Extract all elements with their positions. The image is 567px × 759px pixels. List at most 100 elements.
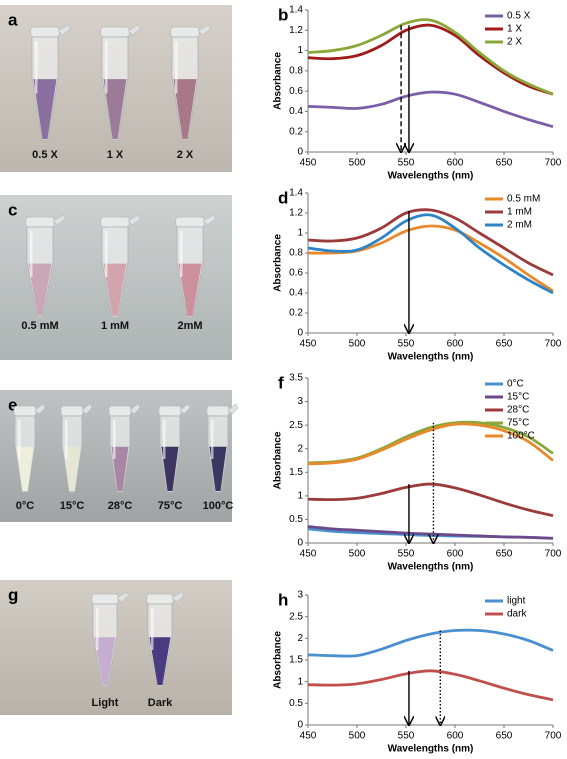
data-line xyxy=(307,628,554,658)
panel-letter: h xyxy=(278,590,288,609)
tube-cap-tab xyxy=(81,403,93,415)
y-tick-label: 1.2 xyxy=(289,25,303,36)
y-tick-label: 0.2 xyxy=(289,126,303,137)
tube-liquid xyxy=(63,446,81,491)
tube-cap xyxy=(175,216,205,228)
y-axis-title: Absorbance xyxy=(273,52,284,110)
data-line xyxy=(307,422,554,466)
tube-liquid xyxy=(94,637,116,685)
tube-highlight xyxy=(35,41,38,94)
tube-label: 75°C xyxy=(158,500,183,512)
tube-label: 28°C xyxy=(108,500,133,512)
data-line xyxy=(307,23,554,96)
y-tick-label: 0.2 xyxy=(289,308,303,319)
x-tick-label: 500 xyxy=(349,549,366,560)
y-tick-label: 0.8 xyxy=(289,248,303,259)
y-tick-label: 2.5 xyxy=(289,420,303,431)
y-tick-label: 2 xyxy=(297,443,303,454)
y-tick-label: 0 xyxy=(297,328,303,339)
tube-liquid xyxy=(103,79,127,139)
x-tick-label: 600 xyxy=(447,731,464,742)
tube-highlight xyxy=(180,231,183,277)
x-tick-label: 550 xyxy=(398,731,415,742)
tube-cap-tab xyxy=(34,403,46,415)
x-tick-label: 650 xyxy=(496,731,513,742)
tube-cap xyxy=(146,593,174,605)
legend-label: 0°C xyxy=(507,379,524,390)
tube-highlight xyxy=(96,608,99,650)
y-tick-label: 1.4 xyxy=(289,5,303,16)
tube-highlight xyxy=(175,41,178,94)
x-tick-label: 600 xyxy=(447,549,464,560)
tube-liquid xyxy=(103,263,127,316)
x-tick-label: 700 xyxy=(545,158,562,169)
x-tick-label: 450 xyxy=(300,549,317,560)
tube-cap-tab xyxy=(57,24,71,36)
data-line xyxy=(307,18,554,96)
tube-liquid xyxy=(173,79,197,139)
y-tick-label: 0.8 xyxy=(289,65,303,76)
tube-cap xyxy=(100,26,130,38)
x-tick-label: 550 xyxy=(398,549,415,560)
legend-label: 75°C xyxy=(507,418,529,429)
tube-label: 1 X xyxy=(107,149,124,161)
tube-cap xyxy=(13,405,37,417)
tube-cap-tab xyxy=(116,591,129,603)
x-tick-label: 600 xyxy=(447,158,464,169)
tube-highlight xyxy=(163,420,166,459)
x-tick-label: 700 xyxy=(545,549,562,560)
tube xyxy=(100,24,141,141)
y-tick-label: 3 xyxy=(297,590,303,601)
y-tick-label: 0 xyxy=(297,538,303,549)
data-line xyxy=(307,669,554,702)
y-tick-label: 2 xyxy=(297,633,303,644)
tube-liquid xyxy=(178,263,202,316)
tube-liquid xyxy=(209,446,227,491)
tube-cap-tab xyxy=(227,403,239,415)
legend-label: dark xyxy=(507,609,527,620)
x-tick-label: 650 xyxy=(496,549,513,560)
x-tick-label: 450 xyxy=(300,731,317,742)
tube xyxy=(30,24,71,141)
y-axis-title: Absorbance xyxy=(273,431,284,489)
panel-letter: e xyxy=(8,395,17,414)
tube xyxy=(170,24,211,141)
tube xyxy=(91,591,129,687)
tube-cap xyxy=(206,405,230,417)
tube-cap-tab xyxy=(171,591,184,603)
tube-label: 0.5 mM xyxy=(21,320,58,332)
data-line xyxy=(307,213,554,295)
y-tick-label: 1.4 xyxy=(289,188,303,199)
data-line xyxy=(307,482,554,518)
tube-liquid xyxy=(161,446,179,491)
tube-label: Light xyxy=(92,697,119,709)
tube-cap-tab xyxy=(179,403,191,415)
tube-label: 1 mM xyxy=(101,320,129,332)
tube-cap xyxy=(170,26,200,38)
tube xyxy=(206,403,239,493)
tube-cap-tab xyxy=(52,214,66,226)
y-tick-label: 0 xyxy=(297,147,303,158)
legend-label: 0.5 X xyxy=(507,11,531,22)
y-tick-label: 0.6 xyxy=(289,86,303,97)
data-line xyxy=(307,208,554,277)
x-axis-title: Wavelengths (nm) xyxy=(388,562,474,573)
y-tick-label: 3 xyxy=(297,396,303,407)
tube xyxy=(175,214,216,318)
legend-label: 28°C xyxy=(507,405,529,416)
legend-label: 15°C xyxy=(507,392,529,403)
y-tick-label: 1 xyxy=(297,490,303,501)
y-tick-label: 0.5 xyxy=(289,698,303,709)
y-tick-label: 0.4 xyxy=(289,106,303,117)
y-tick-label: 0 xyxy=(297,720,303,731)
y-tick-label: 0.6 xyxy=(289,268,303,279)
legend-label: 1 X xyxy=(507,24,522,35)
x-tick-label: 500 xyxy=(349,158,366,169)
panel-letter: g xyxy=(8,585,18,604)
legend-label: 100°C xyxy=(507,431,535,442)
x-axis-title: Wavelengths (nm) xyxy=(388,171,474,182)
legend-label: light xyxy=(507,596,526,607)
panel-letter: b xyxy=(278,5,288,24)
data-line xyxy=(307,90,554,128)
x-tick-label: 700 xyxy=(545,339,562,350)
